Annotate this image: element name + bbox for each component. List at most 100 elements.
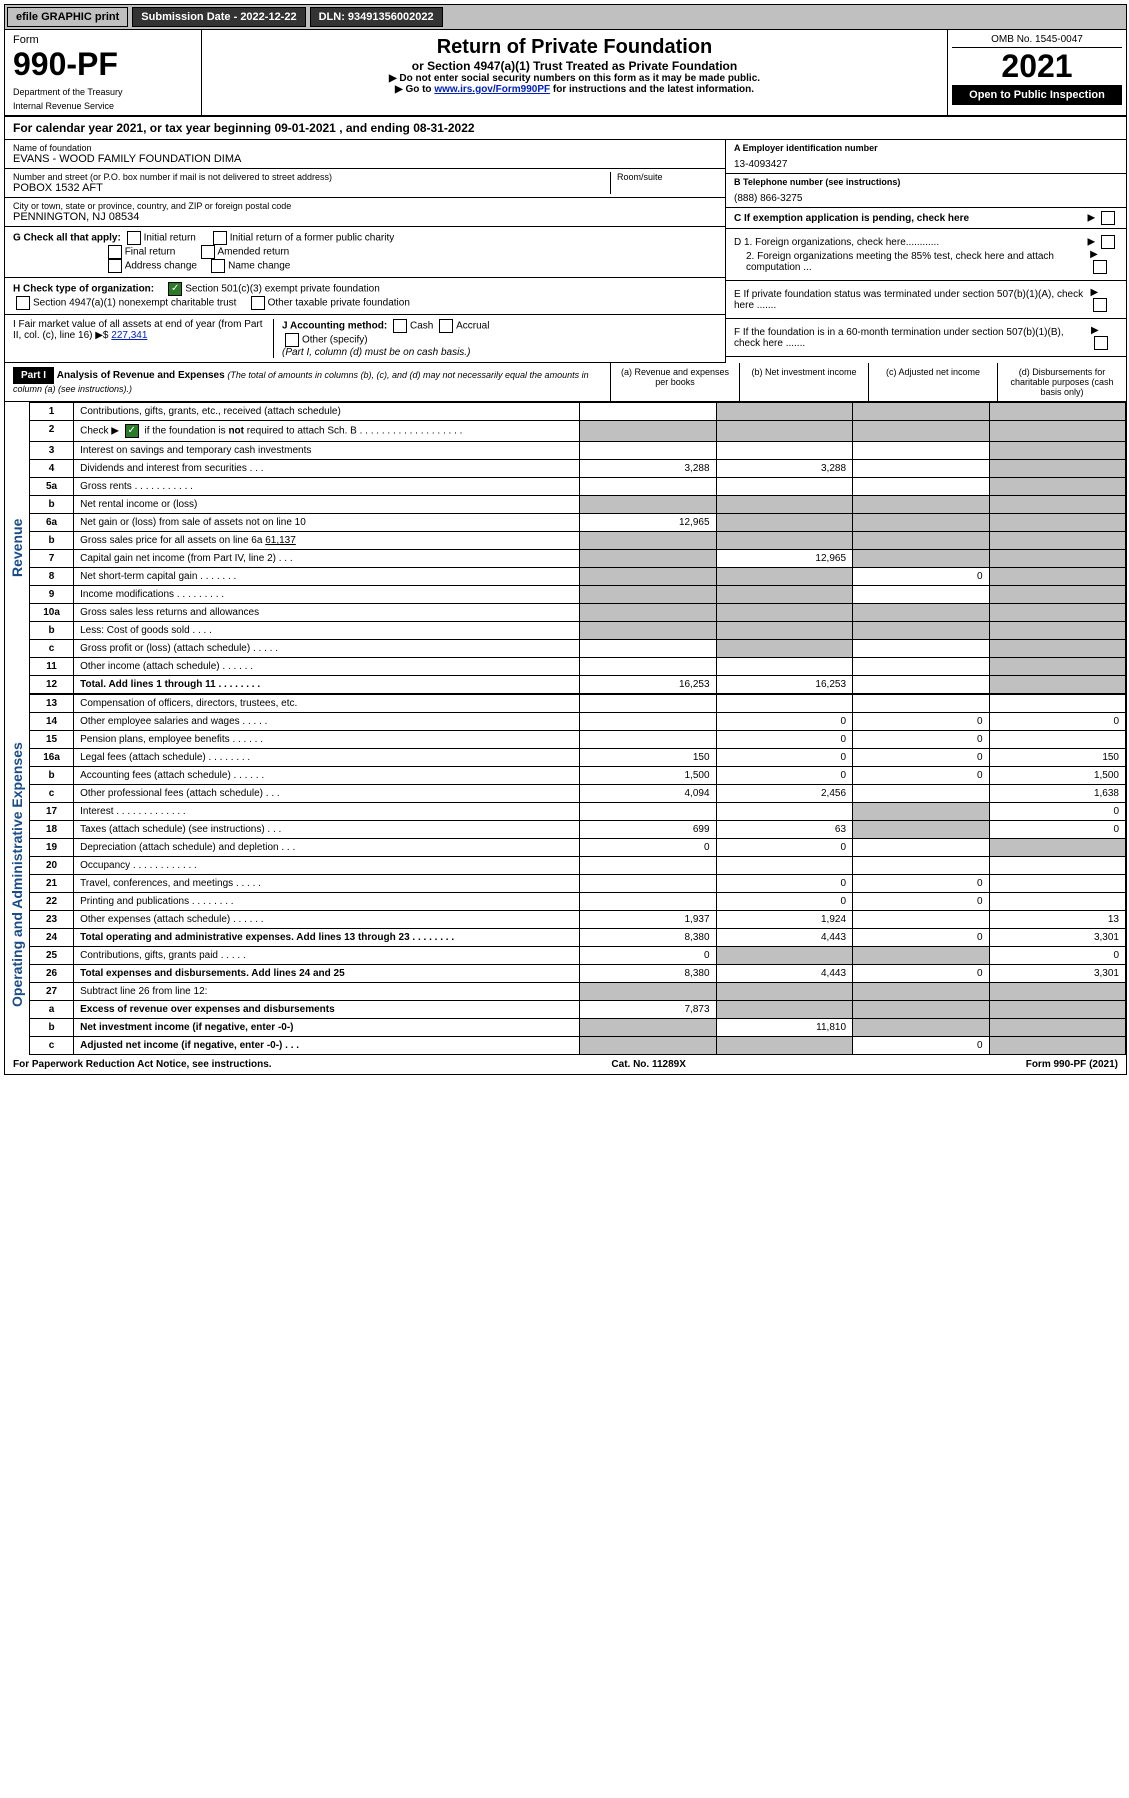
table-row: 5aGross rents . . . . . . . . . . . <box>30 478 1126 496</box>
dept-treasury: Department of the Treasury <box>13 87 193 97</box>
other-method-checkbox[interactable] <box>285 333 299 347</box>
s501-checkbox[interactable] <box>168 282 182 296</box>
g-label: G Check all that apply: <box>13 233 121 244</box>
col-d-header: (d) Disbursements for charitable purpose… <box>997 363 1126 401</box>
col-a-header: (a) Revenue and expenses per books <box>610 363 739 401</box>
val-15b: 0 <box>716 731 852 749</box>
part1-header-row: Part I Analysis of Revenue and Expenses … <box>5 363 1126 402</box>
d1-checkbox[interactable] <box>1101 235 1115 249</box>
c-label: C If exemption application is pending, c… <box>734 213 969 224</box>
omb-number: OMB No. 1545-0047 <box>952 34 1122 48</box>
e-checkbox[interactable] <box>1093 298 1107 312</box>
table-row: 13Compensation of officers, directors, t… <box>30 695 1126 713</box>
d2-checkbox[interactable] <box>1093 260 1107 274</box>
val-27b: 11,810 <box>716 1019 852 1037</box>
line-12-desc: Total. Add lines 1 through 11 . . . . . … <box>74 676 580 694</box>
form-subtitle: or Section 4947(a)(1) Trust Treated as P… <box>208 59 941 73</box>
header-right: OMB No. 1545-0047 2021 Open to Public In… <box>947 30 1126 115</box>
c-checkbox[interactable] <box>1101 211 1115 225</box>
initial-return-checkbox[interactable] <box>127 231 141 245</box>
f-checkbox[interactable] <box>1094 336 1108 350</box>
irs-label: Internal Revenue Service <box>13 101 193 111</box>
name-label: Name of foundation <box>13 143 717 153</box>
initial-former-checkbox[interactable] <box>213 231 227 245</box>
other-tax-checkbox[interactable] <box>251 296 265 310</box>
cal-prefix: For calendar year 2021, or tax year begi… <box>13 121 274 135</box>
form-990pf: efile GRAPHIC print Submission Date - 20… <box>4 4 1127 1075</box>
info-left: Name of foundation EVANS - WOOD FAMILY F… <box>5 140 725 363</box>
e-label: E If private foundation status was termi… <box>734 289 1090 311</box>
addr-change-checkbox[interactable] <box>108 259 122 273</box>
final-return-checkbox[interactable] <box>108 245 122 259</box>
note2-prefix: ▶ Go to <box>395 84 434 95</box>
val-17d: 0 <box>989 803 1126 821</box>
name-change-checkbox[interactable] <box>211 259 225 273</box>
g-initial-former: Initial return of a former public charit… <box>230 233 395 244</box>
line-20-desc: Occupancy . . . . . . . . . . . . <box>74 857 580 875</box>
val-8c: 0 <box>853 568 989 586</box>
cash-checkbox[interactable] <box>393 319 407 333</box>
line-18-desc: Taxes (attach schedule) (see instruction… <box>74 821 580 839</box>
line-24-desc: Total operating and administrative expen… <box>74 929 580 947</box>
val-14d: 0 <box>989 713 1126 731</box>
form990pf-link[interactable]: www.irs.gov/Form990PF <box>434 84 550 95</box>
line-4-desc: Dividends and interest from securities .… <box>74 460 580 478</box>
line-9-desc: Income modifications . . . . . . . . . <box>74 586 580 604</box>
val-16ba: 1,500 <box>580 767 716 785</box>
table-row: bAccounting fees (attach schedule) . . .… <box>30 767 1126 785</box>
table-row: 6aNet gain or (loss) from sale of assets… <box>30 514 1126 532</box>
val-16bb: 0 <box>716 767 852 785</box>
g-final: Final return <box>125 247 176 258</box>
line-22-desc: Printing and publications . . . . . . . … <box>74 893 580 911</box>
val-18b: 63 <box>716 821 852 839</box>
val-16ac: 0 <box>853 749 989 767</box>
line-27a-desc: Excess of revenue over expenses and disb… <box>74 1001 580 1019</box>
h-s4947: Section 4947(a)(1) nonexempt charitable … <box>33 298 236 309</box>
submission-date-button[interactable]: Submission Date - 2022-12-22 <box>132 7 305 27</box>
accrual-checkbox[interactable] <box>439 319 453 333</box>
schb-checkbox[interactable] <box>125 424 139 438</box>
j-cash: Cash <box>410 321 433 332</box>
g-initial: Initial return <box>144 233 196 244</box>
line-21-desc: Travel, conferences, and meetings . . . … <box>74 875 580 893</box>
calendar-year-row: For calendar year 2021, or tax year begi… <box>5 117 1126 140</box>
table-row: bGross sales price for all assets on lin… <box>30 532 1126 550</box>
expenses-section: Operating and Administrative Expenses 13… <box>5 694 1126 1055</box>
line-27c-desc: Adjusted net income (if negative, enter … <box>74 1037 580 1055</box>
val-14c: 0 <box>853 713 989 731</box>
line-26-desc: Total expenses and disbursements. Add li… <box>74 965 580 983</box>
val-27a: 7,873 <box>580 1001 716 1019</box>
form-number: 990-PF <box>13 46 193 83</box>
col-c-header: (c) Adjusted net income <box>868 363 997 401</box>
table-row: 16aLegal fees (attach schedule) . . . . … <box>30 749 1126 767</box>
amended-return-checkbox[interactable] <box>201 245 215 259</box>
tax-year: 2021 <box>952 48 1122 85</box>
dln-label: DLN: 93491356002022 <box>310 7 443 27</box>
j-accrual: Accrual <box>456 321 489 332</box>
s4947-checkbox[interactable] <box>16 296 30 310</box>
table-row: bLess: Cost of goods sold . . . . <box>30 622 1126 640</box>
open-public-badge: Open to Public Inspection <box>952 85 1122 105</box>
table-row: 22Printing and publications . . . . . . … <box>30 893 1126 911</box>
line-16b-desc: Accounting fees (attach schedule) . . . … <box>74 767 580 785</box>
table-row: cGross profit or (loss) (attach schedule… <box>30 640 1126 658</box>
line-6a-desc: Net gain or (loss) from sale of assets n… <box>74 514 580 532</box>
line-6b-desc: Gross sales price for all assets on line… <box>74 532 580 550</box>
table-row: 19Depreciation (attach schedule) and dep… <box>30 839 1126 857</box>
room-label: Room/suite <box>617 172 717 182</box>
header-left: Form 990-PF Department of the Treasury I… <box>5 30 202 115</box>
line-17-desc: Interest . . . . . . . . . . . . . <box>74 803 580 821</box>
line-16a-desc: Legal fees (attach schedule) . . . . . .… <box>74 749 580 767</box>
efile-button[interactable]: efile GRAPHIC print <box>7 7 128 27</box>
table-row: 18Taxes (attach schedule) (see instructi… <box>30 821 1126 839</box>
val-12a: 16,253 <box>580 676 716 694</box>
line-10b-desc: Less: Cost of goods sold . . . . <box>74 622 580 640</box>
table-row: 8Net short-term capital gain . . . . . .… <box>30 568 1126 586</box>
section-i: I Fair market value of all assets at end… <box>5 315 725 363</box>
val-16cd: 1,638 <box>989 785 1126 803</box>
info-right: A Employer identification number 13-4093… <box>725 140 1126 363</box>
line-14-desc: Other employee salaries and wages . . . … <box>74 713 580 731</box>
revenue-vert-label: Revenue <box>5 402 29 694</box>
val-27c: 0 <box>853 1037 989 1055</box>
val-19b: 0 <box>716 839 852 857</box>
